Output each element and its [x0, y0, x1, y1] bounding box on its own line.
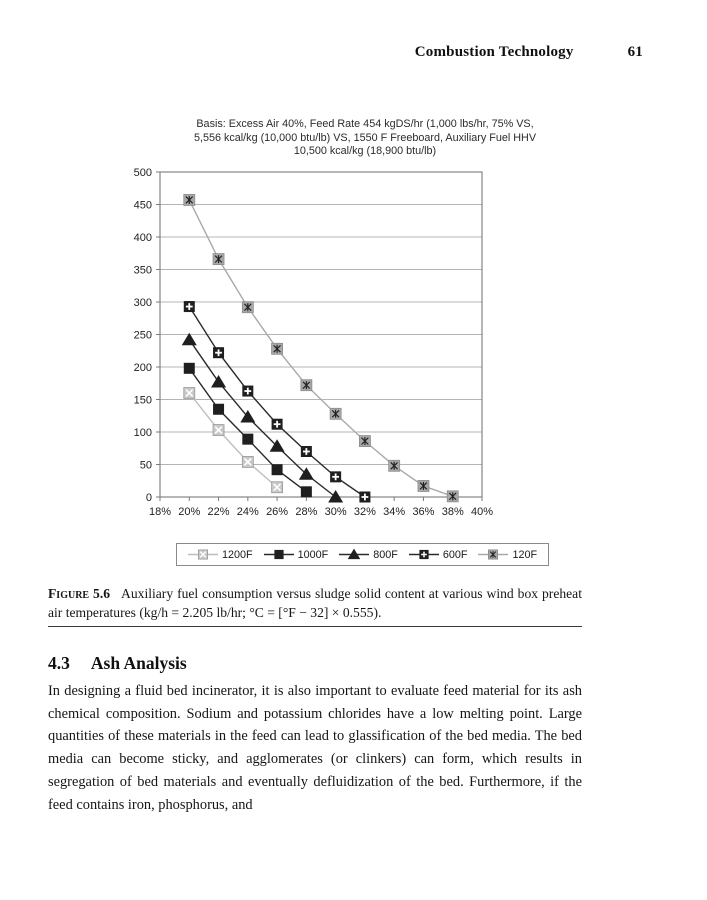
page-number: 61 [627, 44, 643, 60]
x-axis: 18% 20% 22% 24% 26% 28% 30% 32% 34% 36% 38% 40% [149, 497, 493, 518]
x-tick-label: 26% [266, 506, 288, 518]
legend-marker-triangle-filled [339, 548, 370, 560]
x-tick-label: 32% [354, 506, 376, 518]
series-1000F [183, 362, 312, 498]
section-heading: 4.3 Ash Analysis [48, 653, 187, 674]
chart-legend: 1200F 1000F 800F 600F 120F [176, 543, 550, 566]
legend-label: 120F [512, 548, 538, 561]
y-tick-label: 250 [134, 330, 152, 342]
gridlines [160, 204, 482, 465]
y-tick-label: 450 [134, 200, 152, 212]
x-tick-label: 34% [383, 506, 405, 518]
legend-label: 1200F [222, 548, 253, 561]
legend-label: 1000F [297, 548, 329, 561]
x-tick-label: 18% [149, 506, 171, 518]
legend-marker-square-filled [263, 549, 294, 560]
legend-label: 600F [442, 548, 468, 561]
y-tick-label: 100 [134, 427, 152, 439]
x-tick-label: 22% [208, 506, 230, 518]
x-tick-label: 30% [325, 506, 347, 518]
x-tick-label: 24% [237, 506, 259, 518]
x-tick-label: 38% [442, 506, 464, 518]
legend-marker-square-plus [408, 549, 439, 560]
series-1200F [183, 387, 283, 494]
figure-label: Figure 5.6 [48, 586, 111, 601]
legend-item-120F: 120F [478, 548, 537, 561]
legend-item-1000F: 1000F [263, 548, 329, 561]
section-title: Ash Analysis [90, 653, 187, 673]
y-tick-label: 400 [134, 232, 152, 244]
figure-caption: Figure 5.6 Auxiliary fuel consumption ver… [48, 584, 582, 622]
y-tick-label: 300 [134, 297, 152, 309]
legend-item-1200F: 1200F [188, 548, 253, 561]
y-axis: 0 50 100 150 200 250 300 350 400 450 500 [134, 167, 160, 504]
chart-title-line: 10,500 kcal/kg (18,900 btu/lb) [293, 145, 437, 158]
y-tick-label: 0 [146, 492, 152, 504]
chart-title: Basis: Excess Air 40%, Feed Rate 454 kgD… [130, 118, 600, 159]
x-tick-label: 36% [412, 506, 434, 518]
legend-marker-square-asterisk [478, 549, 509, 560]
series-600F [183, 301, 371, 503]
chart-title-line: Basis: Excess Air 40%, Feed Rate 454 kgD… [196, 118, 534, 130]
figure-caption-text: Auxiliary fuel consumption versus sludge… [48, 586, 582, 620]
legend-label: 800F [373, 548, 398, 561]
x-tick-label: 20% [178, 506, 200, 518]
y-tick-label: 200 [134, 362, 152, 374]
chart-title-line: 5,556 kcal/kg (10,000 btu/lb) VS, 1550 F… [193, 131, 537, 144]
series-800F [181, 332, 344, 503]
running-header: Combustion Technology 61 [48, 44, 643, 61]
section-number: 4.3 [48, 653, 70, 673]
series-120F [183, 194, 459, 503]
x-tick-label: 40% [471, 506, 493, 518]
caption-rule [48, 626, 582, 627]
legend-marker-square-x-light [188, 549, 218, 560]
legend-item-800F: 800F [339, 548, 398, 561]
y-tick-label: 350 [134, 265, 152, 277]
y-tick-label: 150 [134, 395, 152, 407]
y-tick-label: 500 [134, 167, 152, 179]
body-paragraph: In designing a fluid bed incinerator, it… [48, 683, 582, 813]
x-tick-label: 28% [295, 506, 317, 518]
y-tick-label: 50 [140, 460, 152, 472]
chart-plot-svg: 0 50 100 150 200 250 300 350 400 450 500 18% 20% 22% 2… [134, 167, 494, 518]
running-head-title: Combustion Technology [414, 44, 574, 60]
legend-item-600F: 600F [408, 548, 468, 561]
